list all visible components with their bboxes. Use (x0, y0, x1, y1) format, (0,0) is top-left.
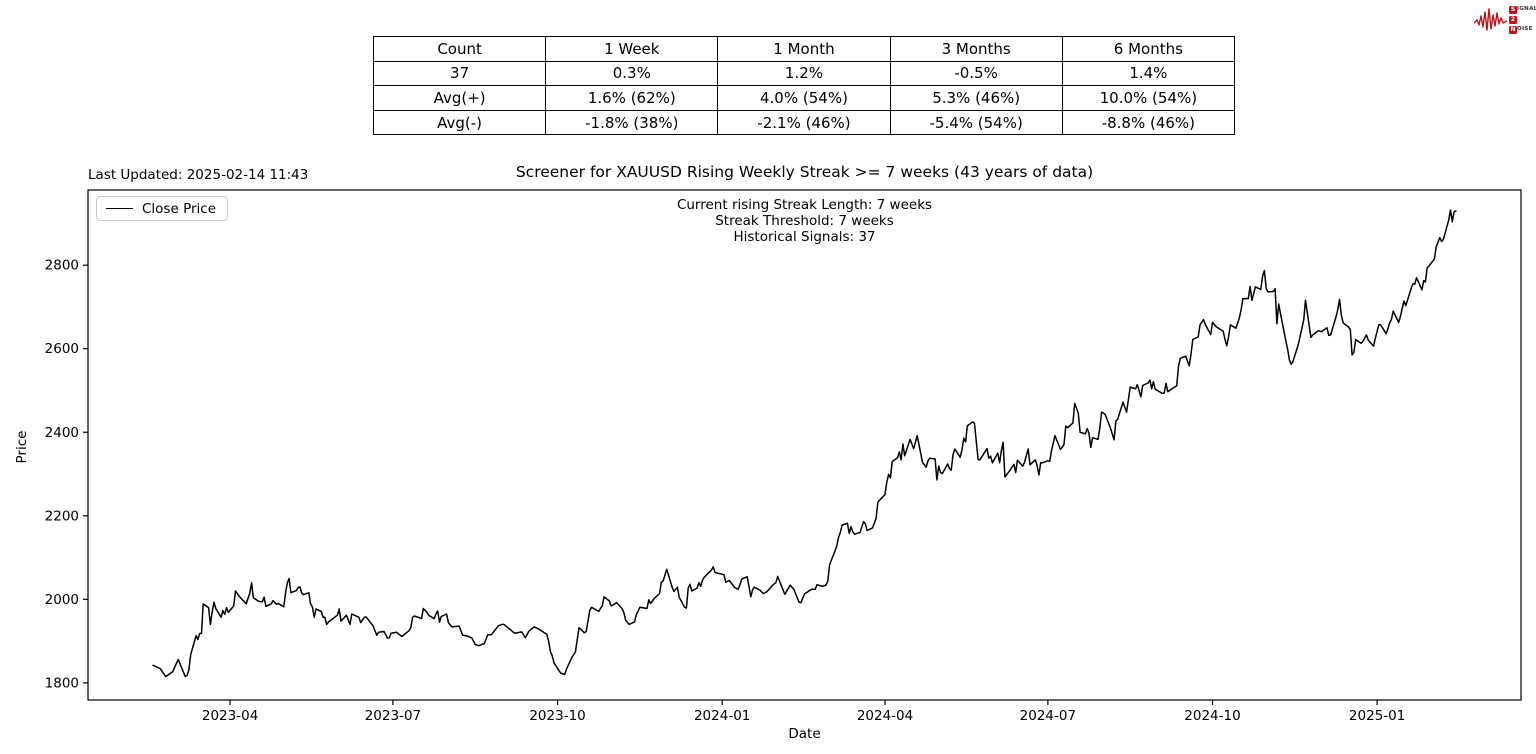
x-tick-label: 2024-04 (857, 708, 913, 724)
logo-word-signal: IGNAL (1517, 5, 1536, 12)
stats-cell-1-1: 1.6% (62%) (545, 85, 719, 111)
x-axis-label: Date (788, 726, 821, 742)
stats-header-cell-4: 6 Months (1061, 36, 1236, 62)
close-price-line (152, 209, 1457, 678)
pulse-waveform-icon (1474, 7, 1508, 31)
stats-cell-2-1: -1.8% (38%) (545, 109, 719, 136)
stats-cell-1-4: 10.0% (54%) (1061, 85, 1236, 111)
chart-annotations: Current rising Streak Length: 7 weeks St… (88, 197, 1521, 245)
y-tick-label: 2000 (45, 592, 79, 608)
x-tick-label: 2023-10 (529, 708, 585, 724)
logo-word-noise: OISE (1517, 25, 1533, 32)
last-updated-text: Last Updated: 2025-02-14 11:43 (88, 167, 309, 183)
close-price-line-swatch (106, 208, 133, 209)
stats-cell-2-3: -5.4% (54%) (889, 109, 1063, 136)
stats-header-cell-3: 3 Months (889, 36, 1063, 62)
legend-label: Close Price (142, 200, 216, 217)
stats-table-row-1: Avg(+) 1.6% (62%) 4.0% (54%) 5.3% (46%) 10.0… (372, 85, 1236, 111)
y-tick-label: 2600 (45, 341, 79, 357)
annotation-streak-threshold: Streak Threshold: 7 weeks (715, 213, 894, 229)
stats-cell-2-2: -2.1% (46%) (717, 109, 891, 136)
stats-table-header-row: Count 1 Week 1 Month 3 Months 6 Months (372, 36, 1236, 62)
x-tick-label: 2023-04 (202, 708, 258, 724)
stats-header-cell-1: 1 Week (545, 36, 719, 62)
stats-cell-1-3: 5.3% (46%) (889, 85, 1063, 111)
stats-cell-2-4: -8.8% (46%) (1061, 109, 1236, 136)
annotation-streak-length: Current rising Streak Length: 7 weeks (676, 197, 933, 213)
stats-table: Count 1 Week 1 Month 3 Months 6 Months 37 0.3… (372, 36, 1236, 136)
x-tick-label: 2024-07 (1020, 708, 1076, 724)
y-tick-label: 1800 (45, 675, 79, 691)
signal2noise-logo: S IGNAL 2 N OISE (1474, 5, 1536, 34)
y-tick-label: 2200 (45, 508, 79, 524)
chart-title: Screener for XAUUSD Rising Weekly Streak… (515, 163, 1094, 181)
stats-cell-1-2: 4.0% (54%) (717, 85, 891, 111)
stats-table-row-2: Avg(-) -1.8% (38%) -2.1% (46%) -5.4% (54%) -… (372, 109, 1236, 136)
stats-cell-0-2: 1.2% (717, 60, 891, 87)
x-tick-label: 2025-01 (1349, 708, 1405, 724)
x-tick-label: 2023-07 (365, 708, 421, 724)
plot-border (87, 189, 1522, 701)
stats-header-cell-0: Count (372, 36, 547, 62)
y-axis-label: Price (14, 430, 30, 464)
logo-text: S IGNAL 2 N OISE (1509, 5, 1536, 34)
logo-letter-2: 2 (1509, 15, 1517, 24)
y-tick-label: 2400 (45, 425, 79, 441)
logo-letter-s: S (1509, 5, 1517, 14)
annotation-historical-signals: Historical Signals: 37 (733, 229, 876, 245)
logo-letter-n: N (1509, 25, 1517, 34)
x-tick-label: 2024-10 (1184, 708, 1240, 724)
stats-cell-0-4: 1.4% (1061, 60, 1236, 87)
stats-cell-0-1: 0.3% (545, 60, 719, 87)
stats-cell-2-0: Avg(-) (372, 109, 547, 136)
y-tick-label: 2800 (45, 258, 79, 274)
stats-cell-0-3: -0.5% (889, 60, 1063, 87)
stats-table-row-0: 37 0.3% 1.2% -0.5% 1.4% (372, 60, 1236, 87)
x-tick-label: 2024-01 (694, 708, 750, 724)
stats-cell-1-0: Avg(+) (372, 85, 547, 111)
legend: Close Price (96, 196, 228, 221)
